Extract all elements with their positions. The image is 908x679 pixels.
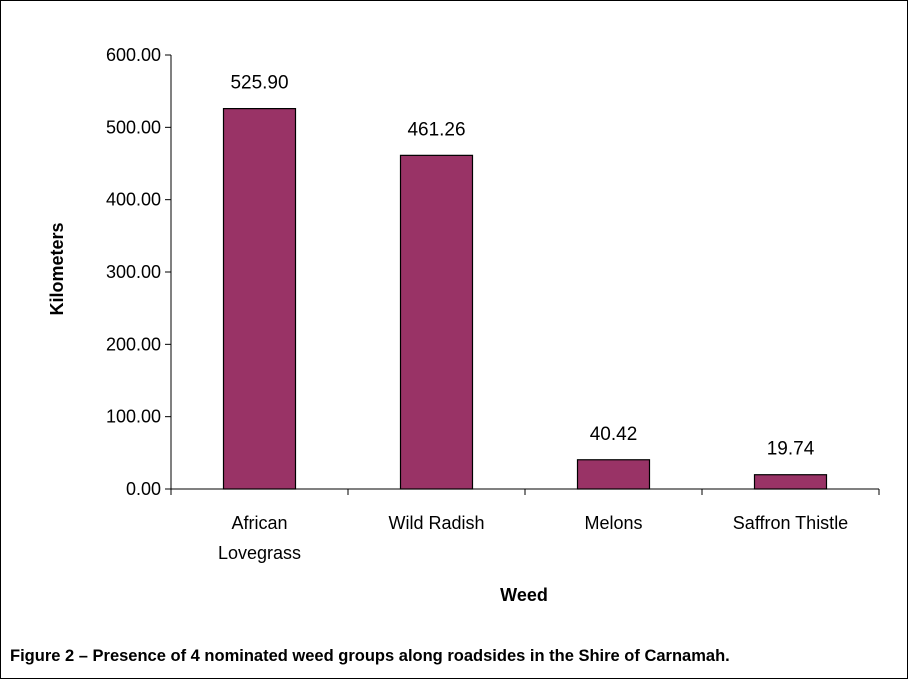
bar-value-label: 40.42 bbox=[590, 424, 638, 445]
y-tick-label: 0.00 bbox=[126, 479, 161, 499]
x-axis-title: Weed bbox=[500, 585, 548, 605]
bar-value-label: 19.74 bbox=[767, 439, 815, 460]
y-tick-label: 400.00 bbox=[106, 190, 161, 210]
x-tick-label-line: African bbox=[231, 513, 287, 533]
x-tick-label: Wild Radish bbox=[388, 513, 484, 533]
y-axis: 0.00 100.00 200.00 300.00 400.00 500.00 600.00 bbox=[106, 45, 172, 499]
y-tick-label: 600.00 bbox=[106, 45, 161, 65]
bar bbox=[576, 459, 651, 490]
y-tick-label: 100.00 bbox=[106, 407, 161, 427]
y-axis-title: Kilometers bbox=[47, 222, 67, 315]
y-tick-label: 300.00 bbox=[106, 262, 161, 282]
bar bbox=[753, 474, 828, 490]
bar-value-label: 525.90 bbox=[230, 73, 288, 94]
bars bbox=[222, 107, 828, 490]
y-tick-label: 200.00 bbox=[106, 334, 161, 354]
data-labels: 525.90 461.26 40.42 19.74 bbox=[230, 73, 814, 460]
x-tick-label-line: Wild Radish bbox=[388, 513, 484, 533]
x-tick-label: Melons bbox=[584, 513, 642, 533]
bar bbox=[399, 154, 474, 490]
x-tick-label-line: Saffron Thistle bbox=[733, 513, 848, 533]
bar-value-label: 461.26 bbox=[407, 119, 465, 140]
x-axis: African Lovegrass Wild Radish Melons Saffron… bbox=[170, 488, 880, 563]
figure-caption: Figure 2 – Presence of 4 nominated weed … bbox=[10, 647, 730, 665]
x-tick-label-line: Melons bbox=[584, 513, 642, 533]
x-tick-label-line: Lovegrass bbox=[218, 543, 301, 563]
bar bbox=[222, 107, 297, 490]
x-tick-label: Saffron Thistle bbox=[733, 513, 848, 533]
x-tick-label: African Lovegrass bbox=[218, 513, 301, 563]
y-tick-label: 500.00 bbox=[106, 117, 161, 137]
